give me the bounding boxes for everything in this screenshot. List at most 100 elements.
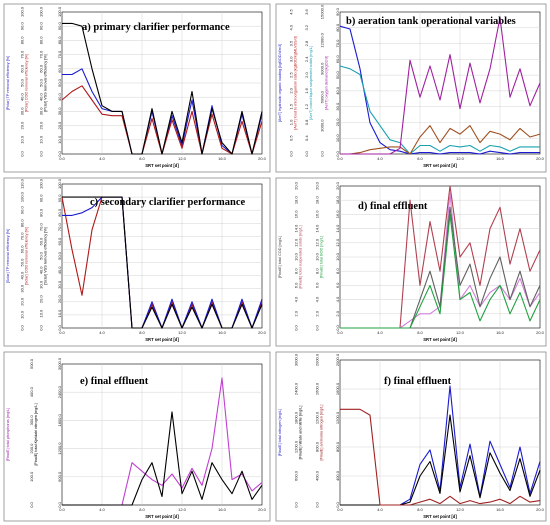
y-tick-label: 12.0 xyxy=(294,238,299,247)
x-tick-label: 16.0 xyxy=(218,330,227,335)
y-tick-label: 10.0 xyxy=(335,134,340,143)
y-tick-label: 500.0 xyxy=(29,358,34,369)
y-tick-label: 14.0 xyxy=(335,224,340,233)
panel-title: a) primary clarifier performance xyxy=(82,22,230,33)
y-tick-label: 600.0 xyxy=(294,470,299,481)
y-tick-label: 90.0 xyxy=(20,206,25,215)
y-tick-label: 12.0 xyxy=(314,238,319,247)
x-tick-label: 20.0 xyxy=(536,156,545,161)
panel-title: c) secondary clarifier performance xyxy=(90,197,246,208)
series-line-b-3 xyxy=(340,125,541,155)
x-tick-label: 8.0 xyxy=(417,330,423,335)
x-tick-label: 16.0 xyxy=(496,330,505,335)
x-tick-label: 20.0 xyxy=(258,330,267,335)
y-tick-label: 1200.0 xyxy=(57,442,62,455)
y-tick-label: 2.0 xyxy=(294,310,299,316)
y-tick-label: 1200.0 xyxy=(294,440,299,453)
y-tick-label: 1600.0 xyxy=(335,382,340,395)
y-tick-label: 30.0 xyxy=(38,107,43,116)
y-tick-label: 40.0 xyxy=(38,266,43,275)
y-tick-label: 3.2 xyxy=(304,24,309,30)
y-tick-label: 20.0 xyxy=(20,121,25,130)
x-tick-label: 16.0 xyxy=(218,156,227,161)
panel-title: b) aeration tank operational variables xyxy=(346,16,516,27)
y-tick-label: 1200.0 xyxy=(314,411,319,424)
y-tick-label: 6.0 xyxy=(294,282,299,288)
y-tick-label: 40.0 xyxy=(38,93,43,102)
panel-e: 0.0 4.0 8.0 12.0 16.0 20.0 [FinalE] total phos… xyxy=(3,351,271,522)
x-tick-label: 16.0 xyxy=(218,507,227,512)
y-tick-label: 90.0 xyxy=(38,194,43,203)
x-tick-label: 4.0 xyxy=(99,330,105,335)
y-tick-label: 0.0 xyxy=(335,501,340,507)
panel-title: f) final effluent xyxy=(384,376,452,387)
y-tick-label: 20.0 xyxy=(38,295,43,304)
y-tick-label: 20.0 xyxy=(335,181,340,190)
y-tick-label: 80.0 xyxy=(57,208,62,217)
y-tick-label: 30.0 xyxy=(57,280,62,289)
y-axis-label: [Sclar] TP removal efficiency [%] xyxy=(6,229,10,283)
y-tick-label: 18.0 xyxy=(335,196,340,205)
y-tick-label: 90.0 xyxy=(20,22,25,31)
y-tick-label: 0.0 xyxy=(320,150,325,156)
y-tick-label: 50.0 xyxy=(20,258,25,267)
panel-d: 0.0 4.0 8.0 12.0 16.0 20.0 [FinalE] total COD … xyxy=(275,177,547,347)
series-line-f-2 xyxy=(340,414,541,506)
y-tick-label: 0.0 xyxy=(38,150,43,156)
y-tick-label: 100.0 xyxy=(57,178,62,189)
y-tick-label: 2400.0 xyxy=(57,385,62,398)
y-axis-label: [FinalE] total nitrogen [mg/L] xyxy=(278,409,282,457)
series-line-b-4 xyxy=(340,17,541,155)
series-line-a-3 xyxy=(62,22,263,155)
x-tick-label: 12.0 xyxy=(456,507,465,512)
x-axis-label: SRT set point [d] xyxy=(423,337,457,342)
y-tick-label: 1.6 xyxy=(304,87,309,93)
x-tick-label: 12.0 xyxy=(456,330,465,335)
x-axis-label: SRT set point [d] xyxy=(423,514,457,519)
x-tick-label: 8.0 xyxy=(139,507,145,512)
y-tick-label: 100.0 xyxy=(29,471,34,482)
x-tick-label: 4.0 xyxy=(99,156,105,161)
y-tick-label: 30.0 xyxy=(20,107,25,116)
y-tick-label: 1.5 xyxy=(289,103,294,109)
y-tick-label: 60.0 xyxy=(57,64,62,73)
plot-area xyxy=(61,183,263,329)
y-tick-label: 60.0 xyxy=(20,245,25,254)
y-axis-label: [Pclar] COD removal efficiency [%] xyxy=(25,54,29,112)
y-tick-label: 1600.0 xyxy=(314,382,319,395)
y-axis-label: [Pclar] TP removal efficiency [%] xyxy=(6,56,10,110)
y-tick-label: 100.0 xyxy=(38,6,43,17)
y-tick-label: 90.0 xyxy=(335,7,340,16)
y-tick-label: 20.0 xyxy=(20,297,25,306)
series-line-c-3 xyxy=(62,196,263,329)
y-axis-label: [FinalE] total suspended solids [mg/L] xyxy=(299,225,303,288)
y-tick-label: 2000.0 xyxy=(314,353,319,366)
y-tick-label: 20.0 xyxy=(38,121,43,130)
y-tick-label: 80.0 xyxy=(20,219,25,228)
y-tick-label: 4.0 xyxy=(289,24,294,30)
y-axis-label: [AerT] food to microorganism ratio [kgBO… xyxy=(294,36,298,130)
y-tick-label: 50.0 xyxy=(20,78,25,87)
panel-f: 0.0 4.0 8.0 12.0 16.0 20.0 [FinalE] total nitr… xyxy=(275,351,547,522)
y-tick-label: 1800.0 xyxy=(57,414,62,427)
panel-title: d) final effluent xyxy=(358,201,428,212)
y-tick-label: 50.0 xyxy=(38,78,43,87)
y-tick-label: 70.0 xyxy=(38,223,43,232)
y-tick-label: 20.0 xyxy=(314,181,319,190)
x-tick-label: 16.0 xyxy=(496,156,505,161)
y-tick-label: 80.0 xyxy=(57,36,62,45)
y-tick-label: 14.0 xyxy=(294,224,299,233)
x-tick-label: 20.0 xyxy=(258,507,267,512)
y-tick-label: 0.0 xyxy=(38,324,43,330)
x-tick-label: 12.0 xyxy=(456,156,465,161)
y-tick-label: 10.0 xyxy=(57,309,62,318)
y-tick-label: 60.0 xyxy=(335,55,340,64)
y-tick-label: 0.0 xyxy=(314,324,319,330)
panel-b: 0.0 4.0 8.0 12.0 16.0 20.0 [AerT] hydraulic or… xyxy=(275,3,547,173)
x-tick-label: 0.0 xyxy=(337,156,343,161)
y-tick-label: 15000.0 xyxy=(320,4,325,19)
y-tick-label: 0.0 xyxy=(294,324,299,330)
y-tick-label: 200.0 xyxy=(29,443,34,454)
y-tick-label: 2.4 xyxy=(304,56,309,62)
y-tick-label: 0.0 xyxy=(57,324,62,330)
